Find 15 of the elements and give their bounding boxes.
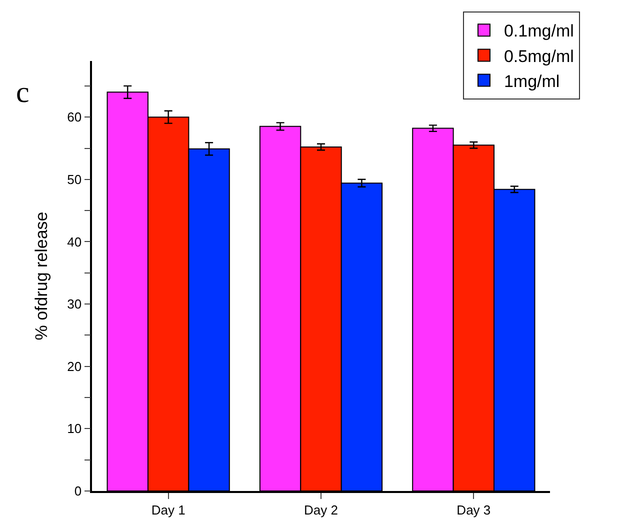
legend-label: 1mg/ml: [504, 72, 560, 91]
x-tick-label: Day 1: [151, 502, 186, 518]
y-tick-label: 30: [67, 296, 82, 312]
y-tick-label: 20: [67, 358, 82, 374]
y-tick-label: 50: [67, 172, 82, 187]
y-axis-title: % ofdrug release: [32, 212, 52, 340]
y-tick-label: 40: [67, 234, 82, 250]
legend-label: 0.1mg/ml: [504, 22, 574, 41]
x-tick-label: Day 3: [456, 502, 491, 518]
y-tick-label: 60: [67, 110, 82, 125]
y-tick-label: 10: [67, 421, 82, 436]
text: c: [16, 76, 30, 109]
x-tick-label: Day 2: [304, 502, 338, 518]
legend-label: 0.5mg/ml: [504, 46, 574, 66]
y-tick-label: 0: [74, 484, 82, 499]
